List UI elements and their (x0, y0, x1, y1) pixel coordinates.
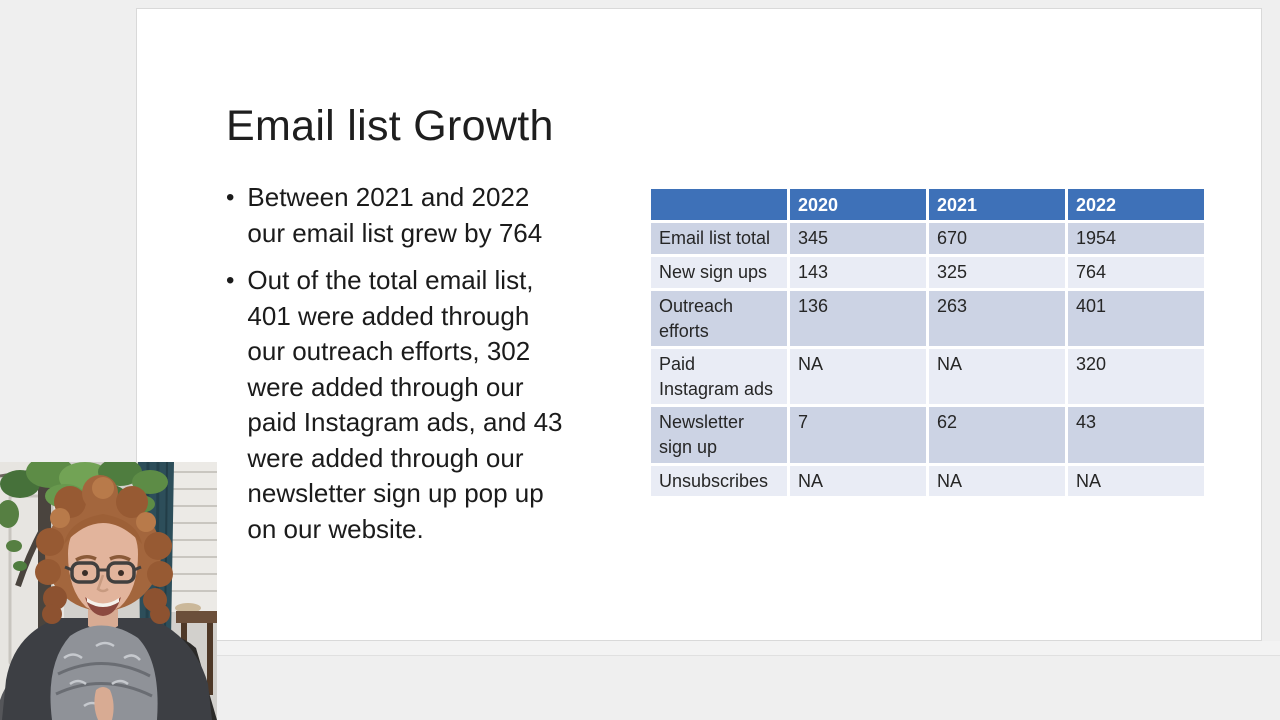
table-cell: NA (929, 349, 1065, 404)
face (64, 514, 142, 616)
glasses (64, 561, 142, 584)
table-cell: 764 (1068, 257, 1204, 288)
table-header-cell: 2020 (790, 189, 926, 220)
table-row-label: Unsubscribes (651, 466, 787, 496)
table-cell: 7 (790, 407, 926, 463)
email-growth-table: 2020 2021 2022 Email list total 345 670 … (651, 189, 1204, 496)
table-header-cell (651, 189, 787, 220)
webcam-video (0, 462, 217, 720)
table-cell: 345 (790, 223, 926, 254)
scarf (50, 625, 158, 720)
table-cell: 1954 (1068, 223, 1204, 254)
presenter (0, 475, 212, 720)
bullet-text: Between 2021 and 2022 our email list gre… (247, 182, 543, 248)
table-cell: 43 (1068, 407, 1204, 463)
table-cell: NA (929, 466, 1065, 496)
table-cell: 263 (929, 291, 1065, 346)
presenter-webcam-illustration (0, 462, 217, 720)
table-row-label: New sign ups (651, 257, 787, 288)
bullet-text: Out of the total email list, 401 were ad… (247, 265, 563, 544)
table-cell: 401 (1068, 291, 1204, 346)
bullet-marker-icon: • (226, 184, 235, 211)
table-cell: 136 (790, 291, 926, 346)
slide-title: Email list Growth (226, 101, 554, 150)
table-row-label: Paid Instagram ads (651, 349, 787, 404)
bullet-marker-icon: • (226, 267, 235, 294)
table-header-cell: 2022 (1068, 189, 1204, 220)
bullet-item: • Between 2021 and 2022 our email list g… (226, 180, 666, 251)
table-cell: 62 (929, 407, 1065, 463)
bullet-list: • Between 2021 and 2022 our email list g… (226, 180, 666, 559)
table-row-label: Newsletter sign up (651, 407, 787, 463)
table-row-label: Email list total (651, 223, 787, 254)
table-cell: 670 (929, 223, 1065, 254)
table-header-cell: 2021 (929, 189, 1065, 220)
table-row-label: Outreach efforts (651, 291, 787, 346)
table-cell: NA (790, 349, 926, 404)
table-cell: NA (1068, 466, 1204, 496)
app-bottom-strip (0, 641, 1280, 656)
slide-canvas: Email list Growth • Between 2021 and 202… (136, 8, 1262, 641)
table-cell: NA (790, 466, 926, 496)
table-cell: 143 (790, 257, 926, 288)
table-cell: 325 (929, 257, 1065, 288)
table-cell: 320 (1068, 349, 1204, 404)
bullet-item: • Out of the total email list, 401 were … (226, 263, 666, 547)
